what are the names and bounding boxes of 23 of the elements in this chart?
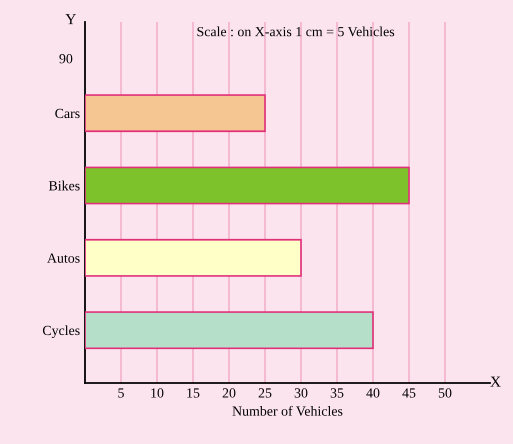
y-tick-label: Bikes (48, 180, 80, 190)
y-tick-label: Cars (55, 108, 80, 118)
bar (85, 238, 302, 277)
text: X (490, 376, 501, 387)
x-tick-label: 45 (402, 388, 416, 398)
text: 90 (59, 54, 72, 64)
chart-title: Scale : on X-axis 1 cm = 5 Vehicles (197, 26, 394, 36)
y-axis-title: Y (65, 14, 76, 24)
x-tick-label: 50 (438, 388, 452, 398)
x-tick-label: 30 (294, 388, 308, 398)
x-tick-label: 5 (118, 388, 124, 398)
y-tick-label: Cycles (42, 325, 80, 338)
x-tick-label: 15 (187, 388, 200, 398)
x-tick-label: 10 (151, 388, 164, 398)
bar (85, 94, 266, 132)
x-tick-label: 25 (258, 388, 272, 398)
y-tick-label: Autos (47, 253, 80, 263)
x-axis-title: Number of Vehicles (232, 406, 342, 416)
x-tick-label: 40 (366, 388, 380, 398)
x-tick-label: 35 (330, 388, 344, 398)
x-tick-label: 20 (222, 388, 236, 398)
bar (85, 166, 410, 204)
bar (85, 311, 374, 350)
